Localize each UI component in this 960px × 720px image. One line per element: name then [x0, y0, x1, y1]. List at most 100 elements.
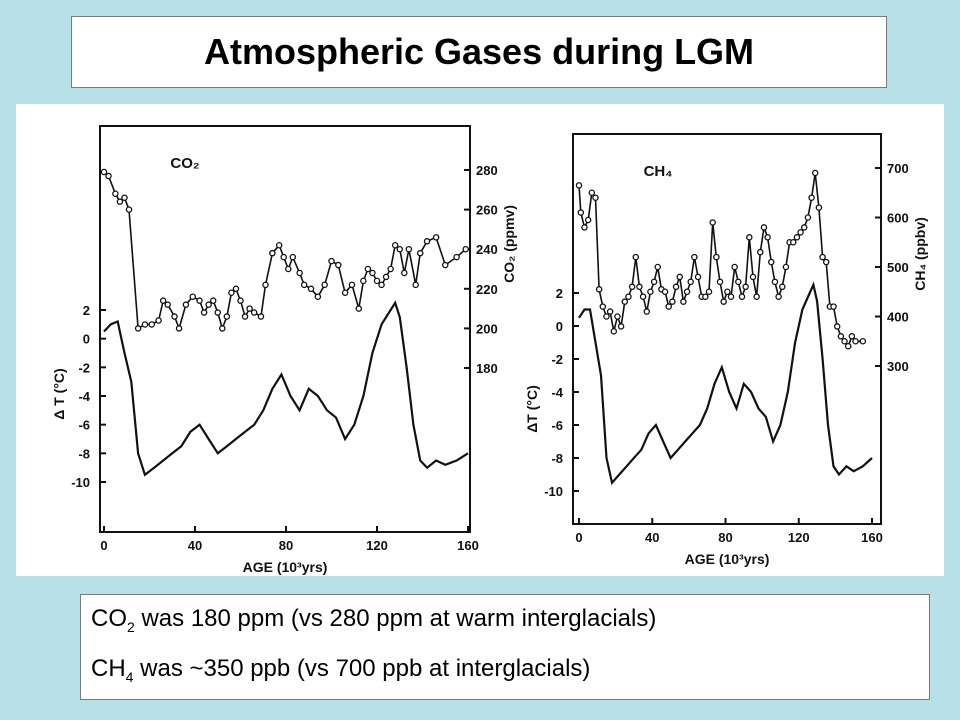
left-tick-label: -8 — [551, 451, 563, 466]
data-point — [665, 303, 672, 310]
data-point — [738, 293, 746, 300]
data-point — [314, 293, 322, 300]
data-point — [237, 297, 244, 304]
data-point — [189, 293, 196, 300]
data-point — [228, 289, 235, 297]
data-point — [373, 277, 381, 285]
data-point — [307, 285, 315, 293]
slide-title: Atmospheric Gases during LGM — [203, 31, 755, 72]
right-tick-label: 700 — [887, 161, 909, 176]
data-point — [841, 337, 848, 345]
data-point — [141, 321, 149, 328]
data-point — [837, 333, 845, 340]
data-point — [423, 238, 431, 245]
left-tick-label: -4 — [551, 385, 563, 400]
left-tick-label: -10 — [71, 475, 90, 490]
right-tick-label: 220 — [476, 282, 498, 297]
data-point — [348, 281, 356, 289]
data-point — [125, 206, 133, 213]
chart-panel-1: 0 40 80 120 160 2 0 -2 -4 -6 -8 -10 180 200 220 240 260 2… — [51, 125, 517, 575]
data-point — [724, 288, 731, 295]
panel-label: CH₄ — [644, 163, 673, 180]
data-point — [760, 224, 768, 231]
data-point — [639, 293, 647, 300]
data-point — [155, 317, 162, 324]
data-point — [716, 278, 724, 286]
right-tick-label: 240 — [476, 242, 498, 257]
data-point — [815, 204, 823, 211]
data-point — [713, 253, 720, 261]
left-tick-label: 2 — [83, 303, 90, 318]
data-point — [603, 313, 610, 320]
data-point — [171, 313, 178, 320]
right-tick-label: 400 — [887, 310, 909, 325]
data-point — [280, 253, 287, 261]
data-point — [300, 281, 308, 289]
x-tick-label: 40 — [645, 530, 659, 545]
data-point — [691, 253, 698, 261]
right-tick-label: 200 — [476, 321, 498, 336]
data-point — [782, 263, 790, 271]
data-point — [768, 258, 775, 266]
right-tick-label: 260 — [476, 203, 498, 218]
caption-line-ch4: CH4 was ~350 ppb (vs 700 ppb at intergla… — [91, 655, 929, 691]
data-point — [727, 293, 735, 300]
x-tick-label: 80 — [718, 530, 732, 545]
data-point — [175, 325, 183, 332]
data-point — [196, 297, 203, 304]
data-point — [387, 265, 394, 273]
data-point — [822, 258, 830, 266]
data-point — [771, 278, 779, 286]
data-point — [661, 288, 669, 295]
left-tick-label: -4 — [78, 389, 90, 404]
data-point — [396, 245, 403, 253]
data-point — [848, 333, 856, 340]
data-point — [121, 194, 128, 201]
data-point — [797, 229, 804, 236]
data-point — [112, 190, 119, 198]
data-point — [105, 172, 112, 180]
data-point — [275, 241, 283, 249]
data-point — [844, 342, 852, 350]
data-point — [223, 313, 231, 320]
data-point — [790, 238, 797, 246]
data-point — [285, 265, 292, 273]
data-point — [654, 263, 661, 271]
data-point — [584, 216, 592, 224]
data-point — [676, 273, 683, 281]
right-tick-label: 600 — [887, 211, 909, 226]
caption-box: CO2 was 180 ppm (vs 280 ppm at warm inte… — [80, 594, 930, 700]
data-point — [581, 224, 588, 231]
data-point — [364, 265, 372, 273]
data-point — [647, 288, 654, 295]
data-point — [625, 293, 632, 300]
x-axis-label: AGE (10³yrs) — [685, 551, 770, 567]
right-tick-label: 500 — [887, 260, 909, 275]
left-axis-label: ΔT (°C) — [524, 385, 540, 433]
data-point — [757, 248, 764, 256]
data-point — [209, 297, 217, 304]
temperature-series-line — [578, 281, 873, 486]
data-point — [575, 182, 583, 189]
left-axis-label: Δ T (°C) — [51, 368, 67, 419]
data-point — [148, 321, 156, 328]
x-axis-label: AGE (10³yrs) — [243, 559, 328, 575]
data-point — [735, 278, 742, 286]
data-point — [859, 337, 867, 345]
data-point — [606, 308, 614, 315]
x-tick-label: 0 — [575, 530, 582, 545]
data-point — [416, 249, 424, 257]
data-point — [749, 273, 757, 281]
data-point — [669, 298, 676, 305]
data-point — [134, 325, 142, 332]
plot-frame — [572, 133, 882, 525]
data-point — [617, 323, 625, 330]
data-point — [100, 168, 108, 176]
left-tick-label: -2 — [78, 360, 90, 375]
left-tick-label: -8 — [78, 446, 90, 461]
data-point — [720, 298, 727, 305]
data-point — [621, 298, 629, 305]
left-tick-label: 0 — [556, 319, 563, 334]
data-point — [269, 249, 276, 257]
data-point — [214, 309, 221, 316]
